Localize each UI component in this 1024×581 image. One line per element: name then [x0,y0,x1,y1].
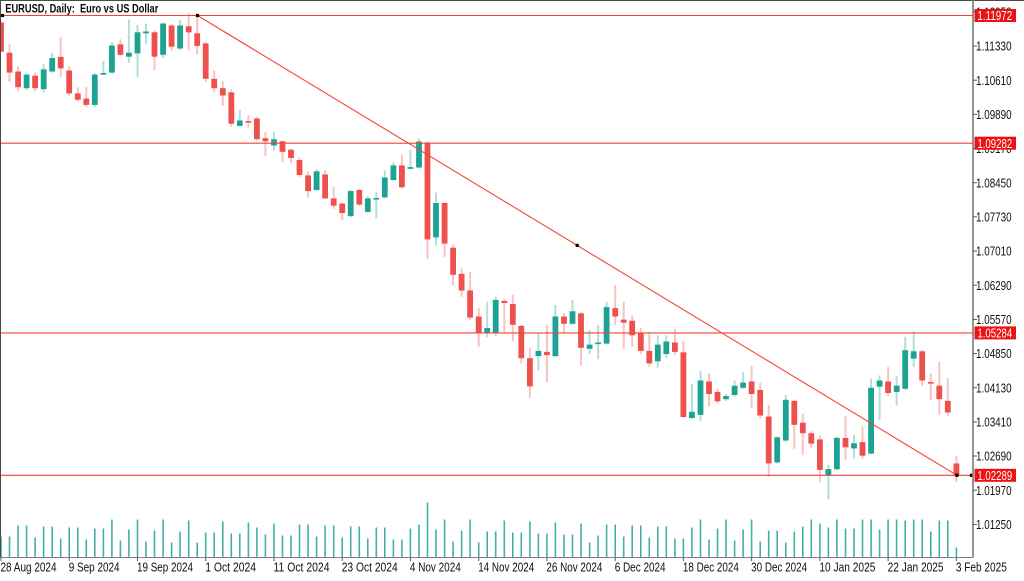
svg-text:11 Oct 2024: 11 Oct 2024 [274,559,330,574]
svg-text:1.03410: 1.03410 [976,415,1012,430]
svg-text:22 Jan 2025: 22 Jan 2025 [888,559,944,574]
svg-text:1.02690: 1.02690 [976,449,1012,464]
svg-text:4 Nov 2024: 4 Nov 2024 [410,559,461,574]
svg-text:18 Dec 2024: 18 Dec 2024 [683,559,739,574]
svg-text:1.02289: 1.02289 [977,468,1012,483]
svg-text:3 Feb 2025: 3 Feb 2025 [956,559,1007,574]
svg-text:1.07730: 1.07730 [976,210,1012,225]
svg-text:23 Oct 2024: 23 Oct 2024 [342,559,398,574]
svg-text:19 Sep 2024: 19 Sep 2024 [137,559,193,574]
svg-text:14 Nov 2024: 14 Nov 2024 [478,559,534,574]
svg-text:28 Aug 2024: 28 Aug 2024 [1,559,57,574]
svg-text:1.06290: 1.06290 [976,278,1012,293]
svg-text:1 Oct 2024: 1 Oct 2024 [205,559,256,574]
svg-text:26 Nov 2024: 26 Nov 2024 [546,559,602,574]
svg-text:EURUSD, Daily: Euro vs US Dol: EURUSD, Daily: Euro vs US Dollar [5,2,158,16]
svg-text:10 Jan 2025: 10 Jan 2025 [819,559,875,574]
svg-text:1.11330: 1.11330 [976,39,1012,54]
svg-text:1.05570: 1.05570 [976,312,1012,327]
svg-text:6 Dec 2024: 6 Dec 2024 [615,559,666,574]
svg-text:1.05284: 1.05284 [977,326,1012,341]
svg-text:9 Sep 2024: 9 Sep 2024 [69,559,120,574]
svg-text:1.10610: 1.10610 [976,73,1012,88]
svg-text:1.01970: 1.01970 [976,483,1012,498]
svg-text:1.09282: 1.09282 [977,136,1012,151]
svg-text:1.11972: 1.11972 [977,8,1012,23]
svg-text:1.04130: 1.04130 [976,380,1012,395]
svg-text:1.08450: 1.08450 [976,175,1012,190]
svg-text:1.09890: 1.09890 [976,107,1012,122]
svg-text:1.07010: 1.07010 [976,244,1012,259]
svg-text:30 Dec 2024: 30 Dec 2024 [751,559,807,574]
svg-text:1.04850: 1.04850 [976,346,1012,361]
svg-text:1.01250: 1.01250 [976,517,1012,532]
